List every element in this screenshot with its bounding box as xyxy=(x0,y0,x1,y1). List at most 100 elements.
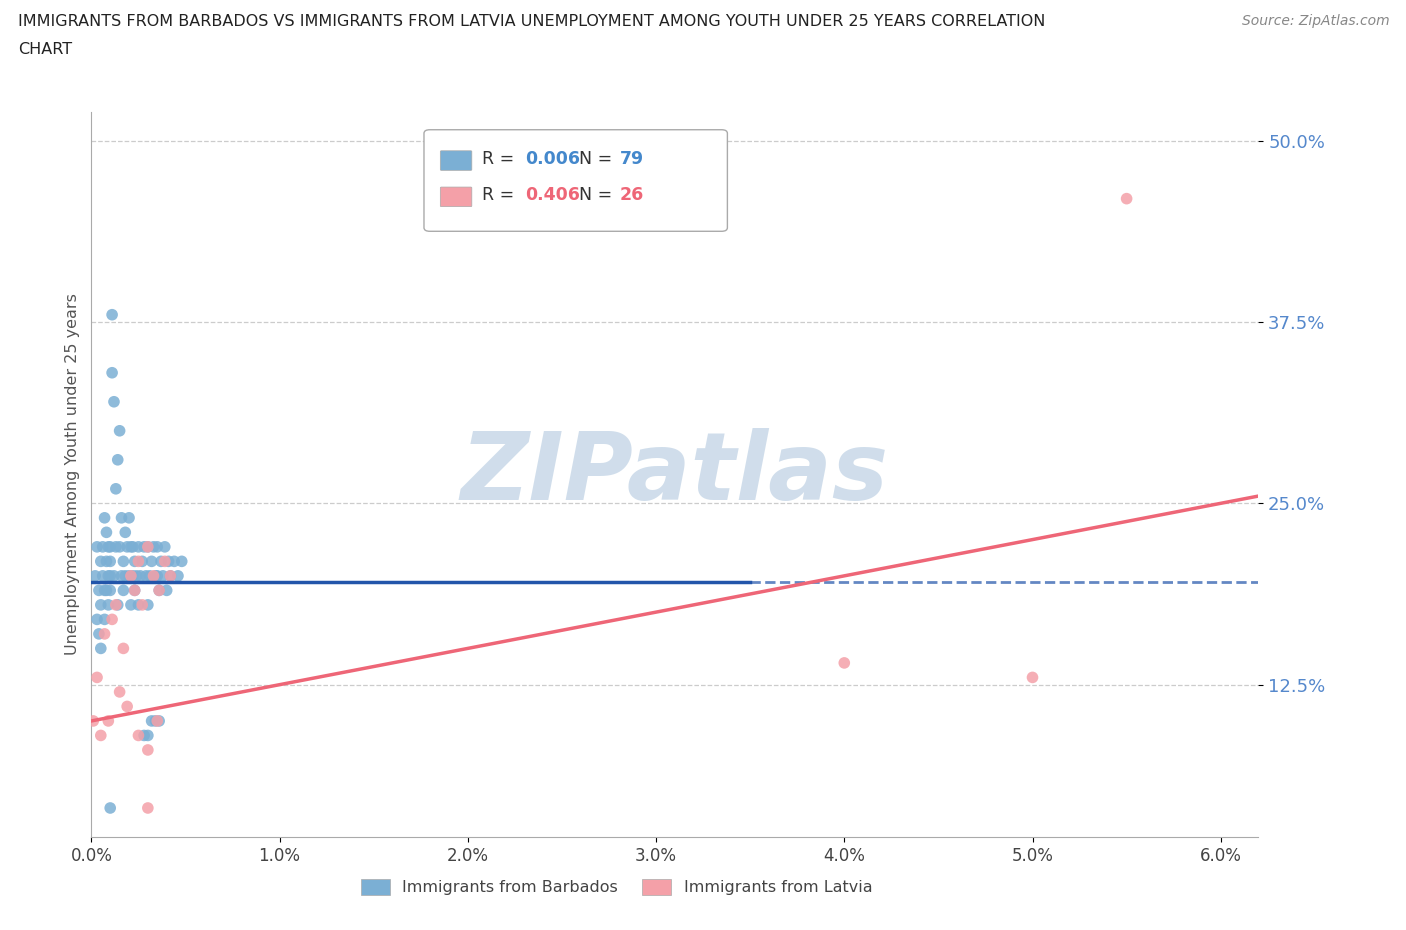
Point xyxy=(157,554,180,569)
Point xyxy=(1021,670,1043,684)
Point xyxy=(142,568,165,583)
Point xyxy=(93,612,115,627)
Point xyxy=(127,728,149,743)
Point xyxy=(86,670,108,684)
Point xyxy=(118,568,141,583)
Point xyxy=(103,568,125,583)
Point xyxy=(146,539,169,554)
Point xyxy=(97,597,120,612)
Point xyxy=(104,597,127,612)
Point xyxy=(98,801,121,816)
Point xyxy=(136,742,159,757)
Point xyxy=(86,539,108,554)
Point xyxy=(96,583,118,598)
Point xyxy=(148,583,170,598)
Point xyxy=(98,568,121,583)
FancyBboxPatch shape xyxy=(425,130,727,232)
Point xyxy=(156,583,179,598)
Point xyxy=(115,539,138,554)
Point xyxy=(96,554,118,569)
Y-axis label: Unemployment Among Youth under 25 years: Unemployment Among Youth under 25 years xyxy=(65,293,80,656)
Text: Source: ZipAtlas.com: Source: ZipAtlas.com xyxy=(1241,14,1389,28)
FancyBboxPatch shape xyxy=(440,151,472,170)
Point xyxy=(110,511,132,525)
Point xyxy=(124,583,146,598)
Point xyxy=(112,583,135,598)
Point xyxy=(115,699,138,714)
Point xyxy=(90,641,112,656)
Point xyxy=(146,568,169,583)
Point xyxy=(141,713,163,728)
Point xyxy=(145,568,167,583)
Point xyxy=(136,597,159,612)
Point xyxy=(96,525,118,539)
Text: IMMIGRANTS FROM BARBADOS VS IMMIGRANTS FROM LATVIA UNEMPLOYMENT AMONG YOUTH UNDE: IMMIGRANTS FROM BARBADOS VS IMMIGRANTS F… xyxy=(18,14,1046,29)
Point xyxy=(87,627,110,642)
Point xyxy=(110,568,132,583)
Point xyxy=(108,539,131,554)
Text: ZIPatlas: ZIPatlas xyxy=(461,429,889,520)
Point xyxy=(1115,192,1137,206)
Point xyxy=(127,597,149,612)
Point xyxy=(101,365,124,380)
Point xyxy=(129,568,152,583)
Point xyxy=(108,423,131,438)
Point xyxy=(98,539,121,554)
Point xyxy=(152,568,174,583)
Text: 79: 79 xyxy=(620,150,644,167)
Point xyxy=(93,511,115,525)
Point xyxy=(167,568,190,583)
Point xyxy=(112,641,135,656)
Point xyxy=(120,597,142,612)
Point xyxy=(121,539,143,554)
Point xyxy=(120,539,142,554)
Point xyxy=(121,568,143,583)
Point xyxy=(104,539,127,554)
FancyBboxPatch shape xyxy=(440,187,472,206)
Point xyxy=(114,525,136,539)
Text: R =: R = xyxy=(482,150,520,167)
Text: CHART: CHART xyxy=(18,42,72,57)
Point xyxy=(145,713,167,728)
Point xyxy=(127,539,149,554)
Point xyxy=(103,394,125,409)
Point xyxy=(101,307,124,322)
Point xyxy=(118,511,141,525)
Point xyxy=(114,568,136,583)
Point xyxy=(832,656,855,671)
Point xyxy=(131,597,153,612)
Point xyxy=(98,554,121,569)
Point xyxy=(87,583,110,598)
Point xyxy=(136,801,159,816)
Point xyxy=(82,713,104,728)
Point xyxy=(86,612,108,627)
Point xyxy=(141,554,163,569)
Text: 0.406: 0.406 xyxy=(526,186,581,204)
Point xyxy=(97,713,120,728)
Point xyxy=(136,539,159,554)
Point xyxy=(127,554,149,569)
Point xyxy=(124,583,146,598)
Point xyxy=(131,554,153,569)
Point xyxy=(135,568,157,583)
Point xyxy=(90,728,112,743)
Point xyxy=(93,627,115,642)
Point xyxy=(107,597,129,612)
Point xyxy=(91,539,114,554)
Point xyxy=(108,684,131,699)
Point xyxy=(97,539,120,554)
Point xyxy=(153,554,176,569)
Point xyxy=(120,568,142,583)
Point xyxy=(104,482,127,497)
Point xyxy=(163,554,186,569)
Point xyxy=(148,583,170,598)
Point xyxy=(97,568,120,583)
Point xyxy=(107,452,129,467)
Point xyxy=(125,568,148,583)
Point xyxy=(146,713,169,728)
Text: R =: R = xyxy=(482,186,520,204)
Point xyxy=(159,568,181,583)
Point xyxy=(101,612,124,627)
Point xyxy=(136,539,159,554)
Point xyxy=(93,583,115,598)
